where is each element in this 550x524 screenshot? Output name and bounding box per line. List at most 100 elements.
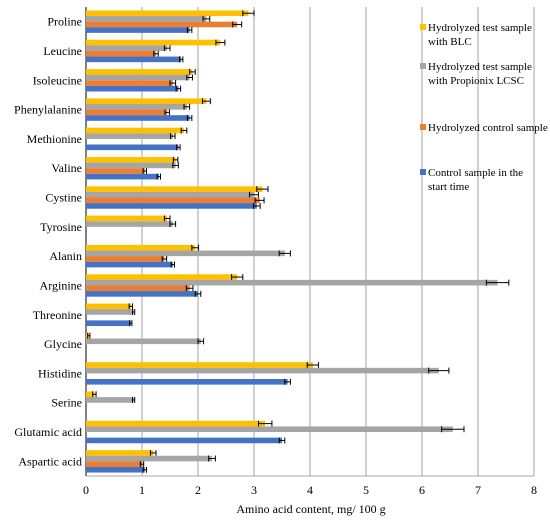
bar [86, 16, 207, 22]
bar [86, 256, 165, 262]
bar [86, 85, 179, 92]
category-label: Proline [47, 15, 82, 29]
error-bar [139, 461, 145, 468]
bar [86, 39, 221, 46]
bar [86, 103, 187, 110]
bar [86, 426, 453, 433]
error-bar [485, 279, 510, 286]
category-label: Histidine [38, 366, 82, 380]
bar [86, 362, 313, 368]
category-label: Methionine [27, 132, 82, 146]
bar [86, 69, 193, 75]
error-bar [257, 420, 273, 427]
error-bar [256, 186, 269, 193]
bar [86, 50, 156, 57]
error-bar [278, 250, 291, 257]
bar [86, 197, 260, 204]
legend-entry: Hydrolyzed test sample with BLC [420, 22, 532, 48]
x-tick-label: 4 [307, 483, 313, 497]
error-bar [87, 332, 91, 339]
error-bar [197, 338, 205, 345]
error-bar [191, 244, 200, 251]
legend-label: Control sample in the start time [428, 167, 523, 193]
bar [86, 109, 168, 116]
bar [86, 162, 176, 169]
bar [86, 173, 159, 180]
category-label: Glycine [44, 337, 82, 351]
bars [86, 10, 510, 473]
bar [86, 144, 179, 151]
x-tick-label: 0 [83, 483, 89, 497]
category-label: Glutamic acid [14, 425, 82, 439]
error-bar [156, 173, 161, 180]
error-bar [254, 197, 265, 204]
bar [86, 80, 173, 86]
legend-entry: Control sample in the start time [420, 167, 523, 193]
error-bar [186, 114, 193, 121]
x-axis-title: Amino acid content, mg/ 100 g [236, 502, 385, 516]
bar [86, 133, 173, 139]
error-bar [201, 98, 211, 105]
category-label: Tyrosine [40, 220, 82, 234]
error-bar [284, 378, 291, 385]
legend-entry: Hydrolyzed control sample [420, 122, 548, 134]
error-bar [169, 221, 177, 228]
error-bar [131, 308, 136, 315]
category-label: Cystine [45, 191, 82, 205]
category-label: Leucine [43, 44, 82, 58]
legend-swatch [420, 24, 426, 30]
error-bar [208, 455, 216, 462]
error-bar [142, 168, 147, 175]
x-tick-labels: 0 1 2 3 4 5 6 7 8 [83, 483, 537, 497]
error-bar [149, 449, 157, 456]
error-bar [231, 274, 244, 281]
bar [86, 250, 285, 257]
error-bar [215, 39, 226, 46]
error-bar [175, 85, 182, 92]
error-bar [129, 320, 133, 327]
bar [86, 397, 134, 403]
error-bar [306, 362, 319, 369]
error-bar [185, 285, 194, 292]
bar [86, 45, 168, 51]
bar [86, 27, 190, 33]
bar [86, 279, 498, 286]
legend-entry: Hydrolyzed test sample with Propionix LCS… [420, 61, 532, 87]
error-bar [172, 156, 179, 163]
legend: Hydrolyzed test sample with BLC Hydrolyzed… [420, 22, 548, 193]
category-label: Aspartic acid [18, 454, 82, 468]
category-label: Isoleucine [33, 73, 82, 87]
bar [86, 191, 254, 198]
bar [86, 461, 142, 467]
bar [86, 291, 198, 297]
bar [86, 98, 207, 104]
legend-swatch [420, 124, 426, 130]
bar [86, 367, 439, 374]
x-tick-label: 2 [195, 483, 201, 497]
error-bar [194, 290, 202, 297]
bar [86, 221, 173, 227]
bar [86, 303, 131, 310]
bar [86, 168, 145, 174]
error-bar [278, 437, 286, 444]
error-bar [169, 80, 177, 87]
bar [86, 437, 282, 444]
bar [86, 157, 176, 163]
error-bar [170, 261, 175, 268]
bar [86, 320, 131, 326]
bar [86, 450, 154, 456]
bar [86, 274, 238, 280]
error-bar [164, 109, 170, 116]
bar [86, 56, 182, 63]
error-bar [172, 162, 179, 169]
category-label: Phenylalanine [14, 103, 82, 117]
category-label: Valine [51, 161, 82, 175]
category-label: Arginine [40, 278, 82, 292]
legend-label: Hydrolyzed test sample with BLC [428, 22, 532, 48]
error-bar [176, 144, 181, 151]
bar [86, 203, 257, 209]
bar [86, 466, 145, 473]
bar [86, 261, 173, 268]
category-labels: Proline Leucine Isoleucine Phenylalanine Met… [14, 15, 82, 469]
